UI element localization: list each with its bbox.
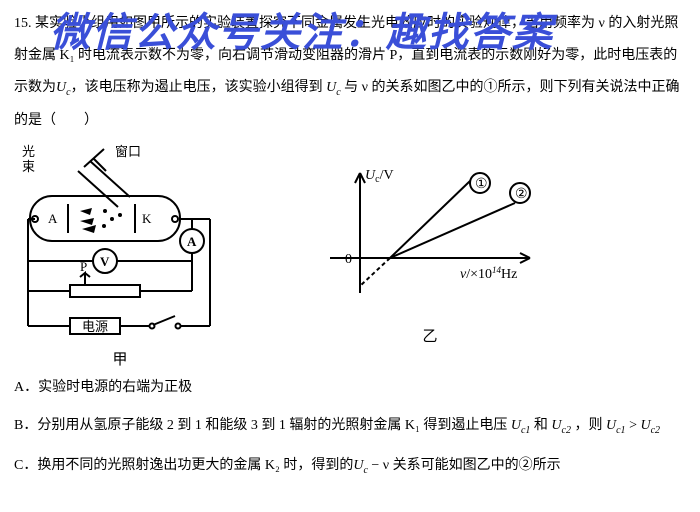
option-c: C．换用不同的光照射逸出功更大的金属 K₂ 时，得到的Uc − ν 关系可能如图… — [14, 455, 686, 479]
q-l3c: 与 ν 的关系如图乙中的①所示，则下列有关说法中正确 — [341, 80, 680, 95]
q-l4: 的是（ ） — [14, 113, 98, 128]
svg-text:0: 0 — [345, 252, 352, 267]
svg-text:①: ① — [475, 177, 488, 192]
svg-text:光: 光 — [22, 144, 35, 159]
svg-text:P: P — [80, 259, 87, 274]
figure-b: Uc/V ν/×1014Hz 0 ① ② 乙 — [320, 163, 540, 346]
options-block: A．实验时电源的右端为正极 B．分别用从氢原子能级 2 到 1 和能级 3 到 … — [0, 369, 700, 479]
svg-text:束: 束 — [22, 159, 35, 174]
option-b: B．分别用从氢原子能级 2 到 1 和能级 3 到 1 辐射的光照射金属 K₁ … — [14, 415, 686, 439]
svg-text:K: K — [142, 211, 152, 226]
svg-text:ν/×1014Hz: ν/×1014Hz — [460, 265, 517, 282]
figA-caption: 甲 — [20, 348, 220, 369]
q-l3b: ，该电压称为遏止电压，该实验小组得到 — [71, 80, 323, 95]
figB-caption: 乙 — [320, 325, 540, 346]
watermark-text: 微信公众号关注：趣找答案 — [50, 0, 554, 58]
svg-text:电源: 电源 — [82, 319, 108, 334]
q-num: 15. — [14, 16, 32, 31]
q-l3a: 示数为 — [14, 80, 56, 95]
svg-text:A: A — [187, 234, 197, 249]
svg-text:Uc/V: Uc/V — [365, 168, 394, 185]
option-a: A．实验时电源的右端为正极 — [14, 377, 686, 399]
svg-text:窗口: 窗口 — [115, 144, 141, 159]
svg-text:②: ② — [515, 187, 528, 202]
figure-a: 光 束 窗口 A K A V P 电源 甲 — [20, 141, 220, 369]
svg-text:V: V — [100, 254, 110, 269]
svg-text:A: A — [48, 211, 58, 226]
